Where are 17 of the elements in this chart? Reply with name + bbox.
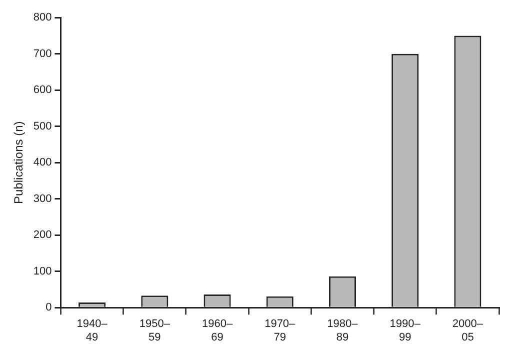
y-tick-label: 300 [33, 192, 52, 205]
y-axis-title: Publications (n) [12, 121, 26, 204]
y-tick-label: 500 [33, 120, 52, 132]
y-tick-label: 200 [33, 229, 52, 242]
y-tick-label: 400 [33, 156, 52, 169]
x-tick-label: 1990–99 [390, 318, 422, 344]
x-tick-label: 1950–59 [139, 318, 171, 344]
y-tick-label: 800 [33, 12, 52, 24]
x-tick-label: 2000–05 [452, 318, 484, 344]
y-tick-label: 600 [33, 84, 52, 96]
y-tick-label: 100 [33, 265, 52, 278]
y-tick-label: 0 [46, 302, 52, 314]
x-tick-label: 1960–69 [202, 318, 234, 344]
x-tick-label: 1970–79 [264, 318, 296, 344]
x-tick-label: 1940–49 [76, 318, 108, 344]
y-tick-label: 700 [33, 48, 52, 60]
x-tick-label: 1980–89 [327, 318, 359, 344]
